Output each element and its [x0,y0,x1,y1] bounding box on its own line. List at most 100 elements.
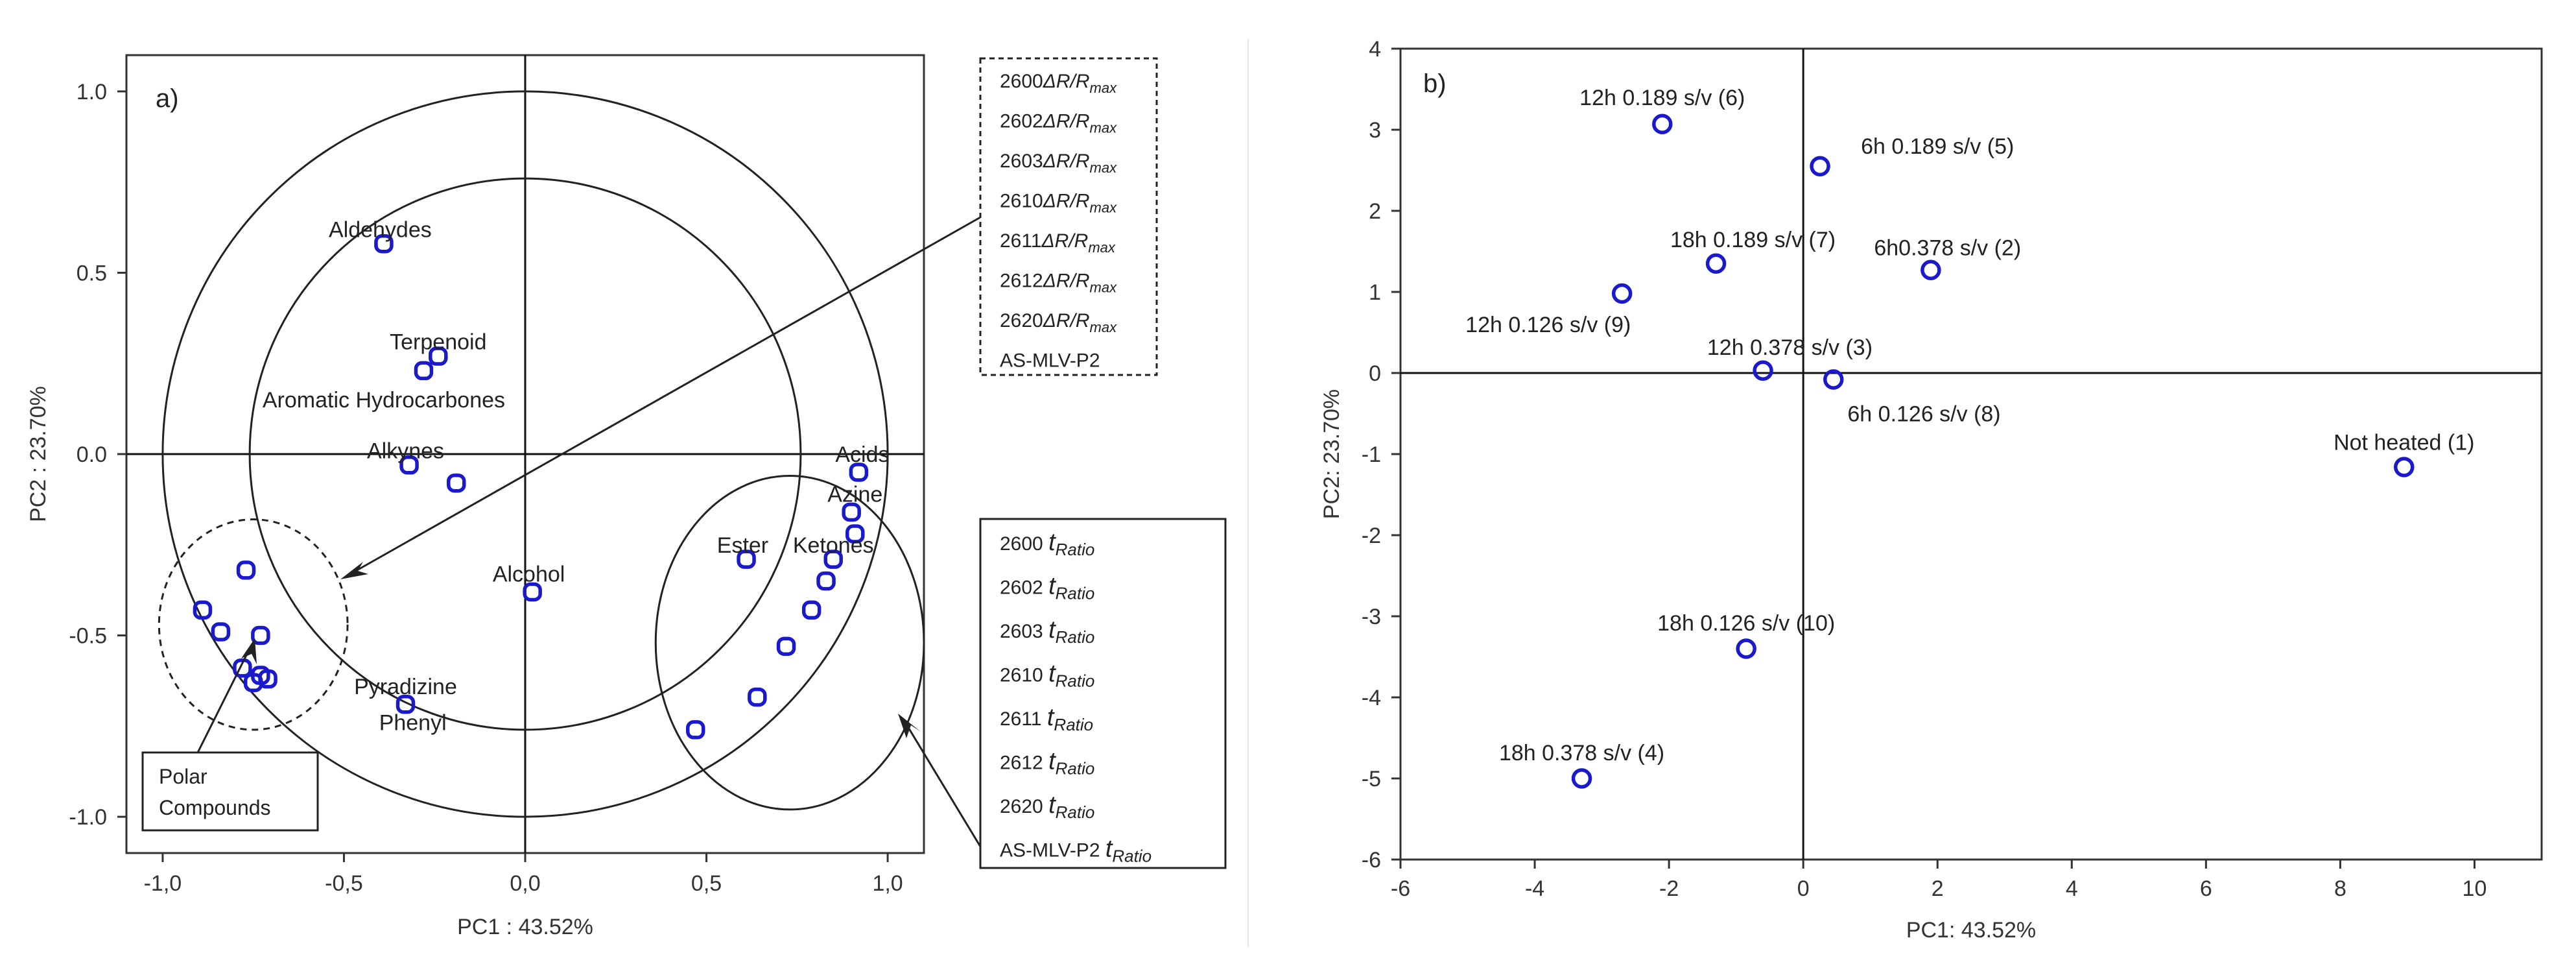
panel-b-y-tick-label: 2 [1369,199,1381,224]
panel-b-data-point [1611,283,1633,304]
legend-tratio-item-name: 2600 [1000,533,1048,555]
legend-drmax-item-name: 2611 [1000,230,1042,252]
legend-drmax-item-suffix: ΔR/R [1043,71,1090,92]
panel-a-data-point [801,600,821,620]
legend-drmax-item-name: 2610 [1000,191,1043,212]
legend-drmax-item: 2600ΔR/Rmax [1000,71,1117,96]
panel-a-y-tick-label: 0.5 [77,261,107,285]
legend-tratio-item-subscript: Ratio [1056,759,1095,778]
panel-a-x-tick-label: 1,0 [872,871,903,896]
panel-a-data-point [399,455,419,475]
panel-a-variable-label: Phenyl [379,711,447,736]
panel-b-data-point [1810,156,1830,176]
legend-tratio-item-subscript: Ratio [1054,715,1093,734]
legend-tratio-item: 2612 tRatio [1000,748,1094,778]
arrow-polar-head [241,638,257,664]
legend-drmax-item-subscript: max [1090,200,1118,216]
panel-a-data-point [396,695,416,714]
legend-tratio-item-subscript: Ratio [1056,627,1095,647]
legend-drmax-item-name: 2603 [1000,150,1043,172]
panel-a-data-point [686,720,705,740]
legend-drmax-item-suffix: ΔR/R [1043,271,1090,292]
legend-tratio-item-suffix: t [1048,660,1056,688]
panel-b-y-tick-label: -1 [1362,442,1381,467]
panel-b-data-point [1571,768,1592,789]
panel-a-data-point [842,502,861,522]
panel-b-point-label: 18h 0.378 s/v (4) [1499,741,1664,765]
panel-a-x-tick-label: -0,5 [325,871,363,896]
panel-b-x-tick-label: -6 [1391,876,1410,901]
legend-tratio-item-subscript: Ratio [1056,671,1095,691]
arrow-bottom-legend-head [898,714,921,738]
panel-b-x-axis-label: PC1: 43.52% [1906,918,2036,943]
legend-tratio-item-name: 2611 [1000,708,1047,730]
panel-a-variable-label: Alkynes [367,439,444,463]
legend-drmax-item-suffix: ΔR/R [1041,230,1089,252]
legend-drmax-item-suffix: ΔR/R [1043,150,1090,172]
panel-a-x-axis-label: PC1 : 43.52% [457,915,593,939]
panel-b-y-tick-label: -2 [1362,524,1381,548]
arrow-polar [193,648,251,760]
panel-a-variable-label: Aromatic Hydrocarbones [263,388,505,413]
panel-a-data-point [193,600,213,620]
panel-a-variable-label: Ketones [793,533,874,558]
legend-drmax-item-name: 2620 [1000,310,1043,331]
panel-a-data-point [236,560,256,580]
panel-a-y-tick-label: -1.0 [69,805,107,830]
panel-a-data-point [823,549,843,569]
panel-b-x-tick-label: 4 [2066,876,2078,901]
legend-drmax-item-subscript: max [1088,239,1116,256]
panel-b-y-tick-label: 3 [1369,118,1381,143]
panel-b-x-tick-label: 10 [2463,876,2487,901]
polar-compounds-line1: Polar [159,765,207,788]
panel-a-y-tick-label: 1.0 [77,80,107,104]
panel-a-data-point [414,361,434,381]
panel-a-data-point [523,582,542,602]
panel-b-point-label: 18h 0.189 s/v (7) [1670,228,1836,252]
panel-b-point-label: 12h 0.189 s/v (6) [1579,86,1745,110]
panel-b-y-tick-label: -5 [1362,767,1381,791]
legend-drmax-item-subscript: max [1090,319,1118,335]
arrow-top-legend-head [340,562,368,579]
panel-a-variable-label: Ester [717,533,768,558]
panel-a-x-tick-label: -1,0 [144,871,182,896]
legend-drmax-item: 2610ΔR/Rmax [1000,191,1117,216]
legend-tratio-item-suffix: t [1048,748,1056,775]
polar-compounds-box [141,751,319,832]
panel-b-y-tick-label: 1 [1369,280,1381,305]
panel-b-point-label: 12h 0.126 s/v (9) [1465,313,1631,337]
legend-tratio-item: 2620 tRatio [1000,791,1094,822]
panel-b-x-tick-label: -4 [1525,876,1544,901]
legend-tratio-item: 2611 tRatio [1000,704,1093,734]
legend-tratio-item-name: 2612 [1000,752,1048,774]
legend-tratio-item-suffix: t [1047,704,1055,731]
legend-drmax-item: 2603ΔR/Rmax [1000,150,1117,176]
legend-drmax-item-name: 2602 [1000,111,1043,132]
legend-tratio-item-subscript: Ratio [1056,584,1095,603]
arrow-bottom-legend [906,726,982,847]
legend-tratio-item-name: AS-MLV-P2 [1000,840,1105,861]
panel-a-data-point [816,571,836,591]
panel-b-y-tick-label: 0 [1369,361,1381,386]
legend-tratio-item: 2602 tRatio [1000,573,1094,603]
panel-b-point-label: 6h 0.126 s/v (8) [1847,402,2000,427]
panel-b-y-tick-label: -6 [1362,848,1381,873]
legend-drmax-item-name: AS-MLV-P2 [1000,350,1100,372]
legend-drmax-item-name: 2600 [1000,71,1043,92]
panel-b-point-label: 6h 0.189 s/v (5) [1861,134,2014,159]
panel-a-variable-label: Azine [827,483,882,507]
panel-b-point-label: 18h 0.126 s/v (10) [1657,611,1835,636]
legend-tratio-item: AS-MLV-P2 tRatio [1000,836,1152,866]
panel-b-point-label: Not heated (1) [2334,430,2474,455]
legend-drmax-item: 2620ΔR/Rmax [1000,310,1117,335]
legend-tratio-item-suffix: t [1048,616,1056,644]
legend-tratio-item-suffix: t [1105,836,1113,863]
panel-b-x-tick-label: -2 [1659,876,1679,901]
panel-a-variable-label: Pyradizine [354,675,457,699]
arrow-top-legend [349,216,981,575]
panel-a-x-tick-label: 0,0 [510,871,540,896]
panel-a-variable-label: Terpenoid [390,330,486,355]
panel-a-correlation-circle [248,177,802,731]
panel-b-x-tick-label: 0 [1797,876,1810,901]
